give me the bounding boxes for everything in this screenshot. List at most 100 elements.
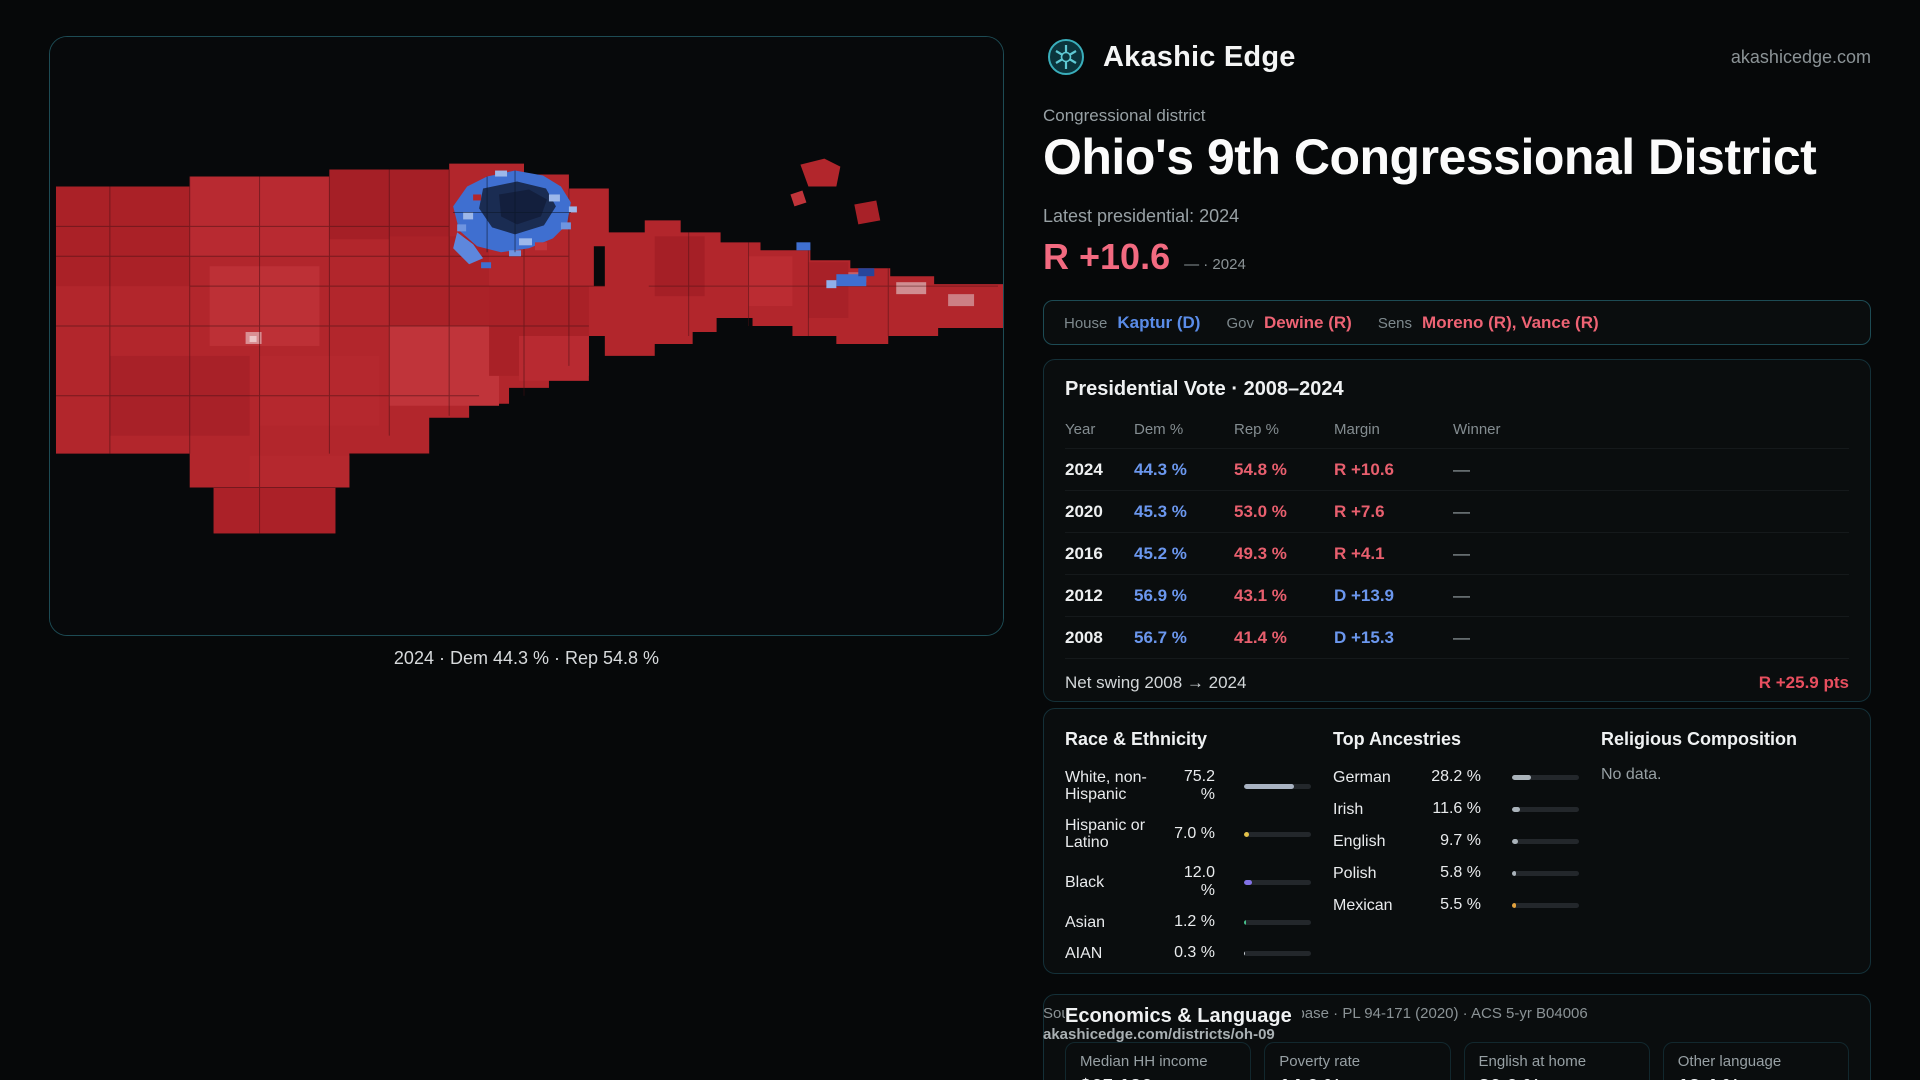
year-cell: 2020 [1065,501,1103,521]
stat-value: 86.6 % [1479,1076,1635,1080]
ancestry-bar [1512,838,1579,844]
net-swing-label: Net swing 2008 → 2024 [1065,673,1247,692]
margin-cell: R +4.1 [1334,543,1385,563]
col-margin: Margin [1334,421,1380,438]
religious-composition-title: Religious Composition [1601,729,1797,749]
ancestry-row: Mexican 5.5 % [1333,896,1579,914]
dem-cell: 45.3 % [1134,501,1187,521]
race-row: Asian 1.2 % [1065,913,1311,931]
col-dem: Dem % [1134,421,1184,438]
winner-cell: — [1453,501,1470,521]
stat-label: Median HH income [1080,1053,1208,1070]
ancestry-value: 5.8 % [1440,864,1481,881]
district-precinct-map [50,37,1003,635]
brand-domain-link[interactable]: akashicedge.com [1730,46,1871,67]
race-value: 12.0 % [1183,864,1215,899]
race-bar [1244,831,1311,837]
net-swing-value: R +25.9 pts [1758,673,1849,692]
table-row: 2020 45.3 % 53.0 % R +7.6 — [1065,490,1849,532]
ancestry-bar [1512,774,1579,780]
race-label: Asian [1065,913,1106,931]
economics-language-title: Economics & Language [1065,1005,1302,1028]
rep-cell: 49.3 % [1234,543,1287,563]
house-label: House [1064,314,1108,332]
ancestry-row: English 9.7 % [1333,832,1579,850]
demographics-panel: Race & Ethnicity White, non-Hispanic 75.… [1043,708,1871,974]
race-value: 75.2 % [1183,768,1215,803]
ancestry-bar [1512,870,1579,876]
map-toledo-blue-cluster [453,170,577,269]
ancestry-label: English [1333,832,1386,850]
col-rep: Rep % [1234,421,1280,438]
stat-value: 13.4 % [1678,1076,1834,1080]
ancestry-bar [1512,806,1579,812]
margin-cell: R +7.6 [1334,501,1385,521]
winner-cell: — [1453,585,1470,605]
dem-cell: 45.2 % [1134,543,1187,563]
brand-name: Akashic Edge [1103,40,1296,73]
stat-card: Poverty rate 14.6 % [1264,1042,1451,1080]
latest-presidential-label: Latest presidential: 2024 [1043,206,1240,226]
permalink[interactable]: akashicedge.com/districts/oh-09 [1043,1026,1275,1043]
margin-number: R +10.6 [1043,236,1171,277]
race-bar [1244,879,1311,885]
economics-language-panel: Economics & Language Median HH income $6… [1043,994,1871,1080]
religious-composition-column: Religious Composition No data. [1601,729,1849,953]
race-bar [1244,919,1311,925]
table-row: 2012 56.9 % 43.1 % D +13.9 — [1065,574,1849,616]
senators-label: Sens [1377,314,1413,332]
race-label: AIAN [1065,944,1103,962]
ancestry-row: German 28.2 % [1333,768,1579,786]
ancestry-value: 28.2 % [1431,768,1481,785]
year-cell: 2008 [1065,627,1103,647]
page-title: Ohio's 9th Congressional District [1043,129,1817,185]
table-row: 2008 56.7 % 41.4 % D +15.3 — [1065,616,1849,658]
map-caption: 2024 · Dem 44.3 % · Rep 54.8 % [393,648,660,668]
margin-cell: R +10.6 [1334,459,1395,479]
race-label: Hispanic or Latino [1065,817,1146,851]
governor-name: Dewine (R) [1263,312,1352,332]
race-row: White, non-Hispanic 75.2 % [1065,768,1311,804]
race-bar [1244,950,1311,956]
vote-table-header: Year Dem % Rep % Margin Winner [1065,415,1849,448]
race-row: Hispanic or Latino 7.0 % [1065,817,1311,851]
ancestry-row: Polish 5.8 % [1333,864,1579,882]
ancestry-label: Irish [1333,800,1364,818]
map-east-blue-patches [796,242,875,289]
dem-cell: 56.7 % [1134,627,1187,647]
house-group: House Kaptur (D) [1064,313,1200,333]
ancestry-value: 5.5 % [1440,896,1481,913]
ancestry-bar [1512,902,1579,908]
map-islands [790,158,881,225]
stat-card: English at home 86.6 % [1463,1042,1650,1080]
house-rep-name: Kaptur (D) [1117,312,1201,332]
officials-bar: House Kaptur (D) Gov Dewine (R) Sens Mor… [1043,300,1871,345]
race-label: Black [1065,873,1105,891]
ancestry-label: Polish [1333,864,1377,882]
ancestry-label: German [1333,768,1391,786]
race-row: AIAN 0.3 % [1065,944,1311,962]
religion-no-data: No data. [1601,766,1662,783]
district-map-panel[interactable] [49,36,1004,636]
table-row: 2016 45.2 % 49.3 % R +4.1 — [1065,532,1849,574]
kicker-label: Congressional district [1043,106,1206,125]
race-value: 7.0 % [1174,825,1215,842]
senators-names: Moreno (R), Vance (R) [1422,312,1599,332]
winner-cell: — [1453,459,1470,479]
presidential-vote-panel: Presidential Vote · 2008–2024 Year Dem %… [1043,359,1871,702]
race-bar [1244,783,1311,789]
col-winner: Winner [1453,421,1501,438]
margin-cell: D +13.9 [1334,585,1395,605]
dem-cell: 44.3 % [1134,459,1187,479]
race-row: Black 12.0 % [1065,864,1311,900]
rep-cell: 41.4 % [1234,627,1287,647]
race-label: White, non-Hispanic [1065,769,1147,803]
ancestry-label: Mexican [1333,896,1393,914]
stat-label: Poverty rate [1279,1053,1361,1070]
stat-card: Median HH income $65,126 [1065,1042,1252,1080]
stat-label: Other language [1677,1053,1782,1070]
net-swing-row: Net swing 2008 → 2024 R +25.9 pts [1065,658,1849,693]
ancestry-row: Irish 11.6 % [1333,800,1579,818]
senators-group: Sens Moreno (R), Vance (R) [1378,313,1599,333]
